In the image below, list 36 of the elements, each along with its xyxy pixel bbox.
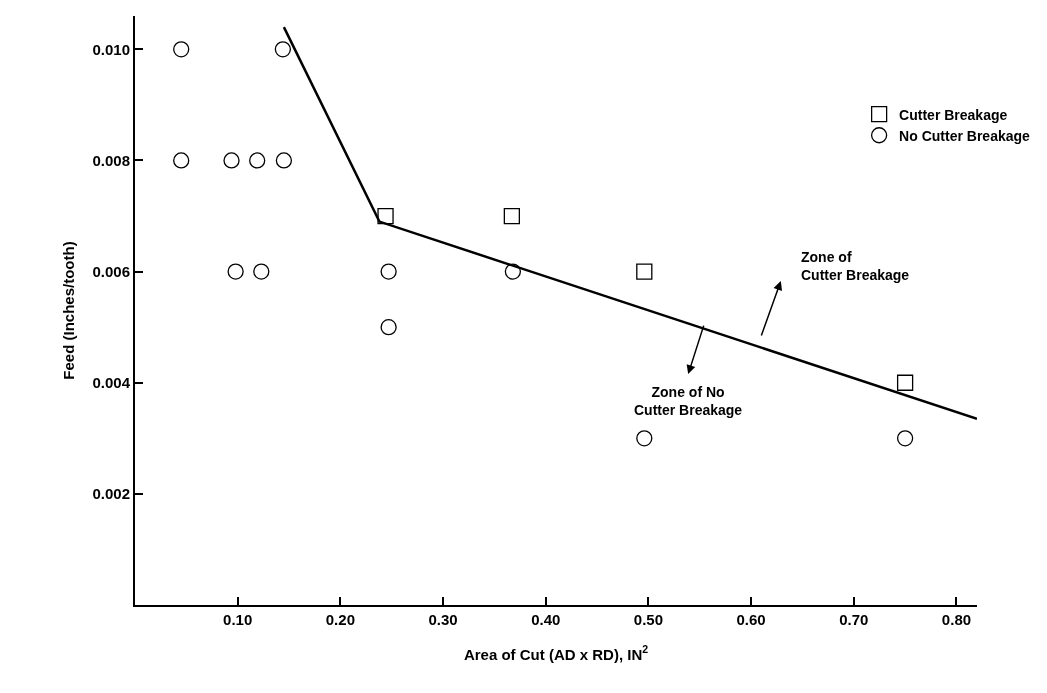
point <box>380 263 397 280</box>
x-axis-title: Area of Cut (AD x RD), IN$^{2}$ <box>463 643 649 663</box>
point <box>173 152 190 169</box>
x-tick-label: 0.10 <box>223 611 253 628</box>
point <box>896 374 914 391</box>
y-tick-label: 0.006 <box>92 262 130 280</box>
point <box>227 263 244 280</box>
point <box>380 319 397 336</box>
point <box>249 152 266 169</box>
y-axis-title: Feed (Inches/tooth) <box>60 241 78 380</box>
legend-label: No Cutter Breakage <box>899 127 1031 144</box>
point <box>253 263 270 280</box>
annotation: Zone of Cutter Breakage <box>801 249 910 284</box>
y-tick-label: 0.008 <box>92 151 130 169</box>
x-tick-label: 0.40 <box>531 611 561 628</box>
point <box>503 207 520 225</box>
point <box>173 41 190 58</box>
point <box>223 152 240 169</box>
point <box>636 430 653 447</box>
x-tick-label: 0.20 <box>325 611 355 628</box>
point <box>274 41 292 58</box>
point <box>377 207 394 225</box>
point <box>275 152 293 169</box>
point <box>636 263 653 280</box>
x-tick-label: 0.60 <box>736 611 766 628</box>
point <box>896 430 914 447</box>
point <box>504 263 522 280</box>
x-tick-label: 0.80 <box>941 611 972 628</box>
y-tick-label: 0.004 <box>92 373 131 391</box>
x-tick-label: 0.50 <box>633 611 664 628</box>
y-tick-label: 0.002 <box>92 485 130 503</box>
y-tick-label: 0.010 <box>92 40 130 58</box>
annotation: Zone of No Cutter Breakage <box>634 384 743 419</box>
legend-label: Cutter Breakage <box>899 106 1008 123</box>
x-tick-label: 0.70 <box>839 611 869 628</box>
x-tick-label: 0.30 <box>428 611 458 628</box>
